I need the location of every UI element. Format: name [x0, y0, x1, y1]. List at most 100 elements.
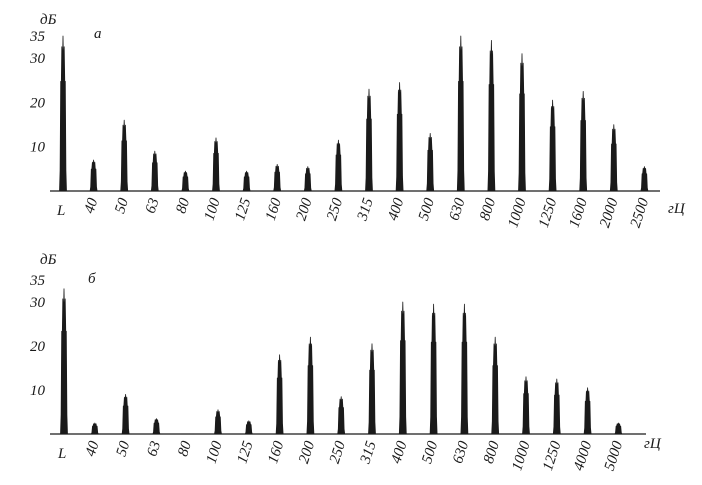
x-tick-label: 100: [202, 196, 224, 223]
spectrum-peak: [88, 422, 101, 435]
spectrum-peak: [240, 170, 253, 192]
spectrum-peak: [301, 166, 314, 192]
x-tick-label: 125: [234, 439, 256, 466]
panel-b-letter: б: [88, 271, 96, 287]
spectrum-peak: [150, 418, 163, 435]
spectrum-peak: [179, 170, 192, 192]
panel-b-x-unit-label: гЦ: [644, 436, 662, 452]
spectrum-peak: [212, 409, 224, 435]
spectrum-peak: [58, 288, 70, 435]
panel-b-x-ticks: L 40 50 63 80 100 125 160 200 250 315 400 500 630 800 1…: [57, 439, 626, 473]
spectrum-peak: [363, 88, 375, 192]
spectrum-peak: [638, 166, 651, 192]
x-tick-label: 250: [324, 196, 346, 223]
x-tick-label: 80: [175, 439, 195, 459]
x-tick-label: 160: [263, 196, 285, 223]
panel-a-x-unit-label: гЦ: [668, 201, 686, 217]
spectrum-peak: [458, 303, 471, 435]
panel-a-y-ticks: 10 20 30 35: [29, 29, 46, 156]
x-tick-label: 160: [265, 439, 287, 466]
panel-a-chart: дБ а гЦ 10 20 30 35 L 40 50 63 80 100 125 160 200 25…: [29, 12, 686, 230]
x-tick-label: 40: [82, 196, 102, 216]
x-tick-label: 630: [446, 196, 468, 223]
spectrum-peak: [87, 159, 100, 192]
x-tick-label: 1000: [505, 196, 530, 230]
y-tick-label: 20: [30, 339, 46, 355]
x-tick-label: 800: [477, 196, 499, 223]
x-tick-label: 63: [144, 439, 164, 458]
spectrum-peak: [271, 164, 284, 192]
x-tick-label: 200: [293, 196, 315, 223]
spectrum-peak: [148, 150, 161, 192]
x-tick-label: 40: [83, 439, 103, 459]
y-tick-label: 10: [30, 140, 46, 156]
x-tick-label: 125: [232, 196, 254, 223]
x-tick-label-l: L: [56, 203, 65, 219]
spectrum-peak: [396, 301, 409, 435]
x-tick-label: 315: [357, 439, 380, 467]
spectrum-peak: [520, 376, 532, 435]
y-tick-label: 30: [29, 51, 46, 67]
spectrum-peak: [516, 53, 528, 192]
spectrum-peak: [393, 82, 406, 192]
x-tick-label: 400: [385, 196, 407, 223]
panel-a-y-unit-label: дБ: [40, 12, 57, 28]
x-tick-label: 63: [143, 196, 163, 215]
x-tick-label: 500: [416, 196, 438, 223]
spectrum-peak: [332, 139, 345, 192]
x-tick-label: 400: [388, 439, 410, 466]
spectrum-peak: [366, 343, 378, 435]
x-tick-label: 1000: [509, 439, 534, 473]
x-tick-label: 800: [481, 439, 503, 466]
panel-a-peaks: [57, 35, 651, 192]
spectrum-peak: [427, 303, 440, 435]
x-tick-label: 2000: [597, 196, 622, 230]
spectrum-peak: [335, 396, 348, 435]
panel-a-letter: а: [94, 26, 102, 42]
panel-b-y-ticks: 10 20 30 35: [29, 273, 46, 399]
x-tick-label: 2500: [628, 196, 653, 230]
x-tick-label: 50: [112, 196, 132, 216]
spectrum-peak: [304, 336, 317, 435]
x-tick-label: 4000: [571, 439, 596, 473]
spectrum-peak: [454, 35, 467, 192]
y-tick-label: 30: [29, 295, 46, 311]
spectrum-peak: [210, 137, 222, 192]
spectrum-peak: [424, 133, 437, 192]
x-tick-label: 80: [173, 196, 193, 216]
x-tick-label: 315: [354, 196, 377, 224]
panel-a-x-ticks: L 40 50 63 80 100 125 160 200 250 315 400 500 630 800 1…: [56, 196, 652, 230]
spectrum-peak: [550, 378, 563, 435]
y-tick-label: 35: [29, 273, 46, 289]
spectrum-peak: [485, 40, 498, 192]
panel-b-y-unit-label: дБ: [40, 252, 57, 268]
spectrum-peak: [612, 422, 625, 435]
spectrum-peak: [273, 354, 286, 435]
x-tick-label: 1600: [567, 196, 592, 230]
spectrum-peak: [489, 336, 502, 435]
x-tick-label: 1250: [540, 439, 565, 473]
spectrum-peak: [607, 124, 620, 192]
x-tick-label: 200: [296, 439, 318, 466]
panel-b-peaks: [58, 288, 625, 435]
spectrum-peak: [242, 420, 255, 435]
x-tick-label: 5000: [602, 439, 627, 473]
x-tick-label-l: L: [57, 446, 66, 462]
spectrum-peak: [57, 35, 69, 192]
spectrum-peak: [118, 119, 131, 192]
spectrum-peak: [581, 387, 594, 435]
x-tick-label: 50: [114, 439, 134, 459]
x-tick-label: 1250: [536, 196, 561, 230]
y-tick-label: 35: [29, 29, 46, 45]
x-tick-label: 250: [327, 439, 349, 466]
spectrum-peak: [577, 91, 590, 192]
x-tick-label: 500: [419, 439, 441, 466]
spectrum-peak: [119, 394, 132, 435]
x-tick-label: 100: [204, 439, 226, 466]
spectrum-peak: [546, 99, 559, 192]
x-tick-label: 630: [450, 439, 472, 466]
y-tick-label: 10: [30, 383, 46, 399]
panel-b-chart: дБ б гЦ 10 20 30 35 L 40 50 63 80 100 125 160 200 25…: [29, 252, 662, 473]
y-tick-label: 20: [30, 95, 46, 111]
